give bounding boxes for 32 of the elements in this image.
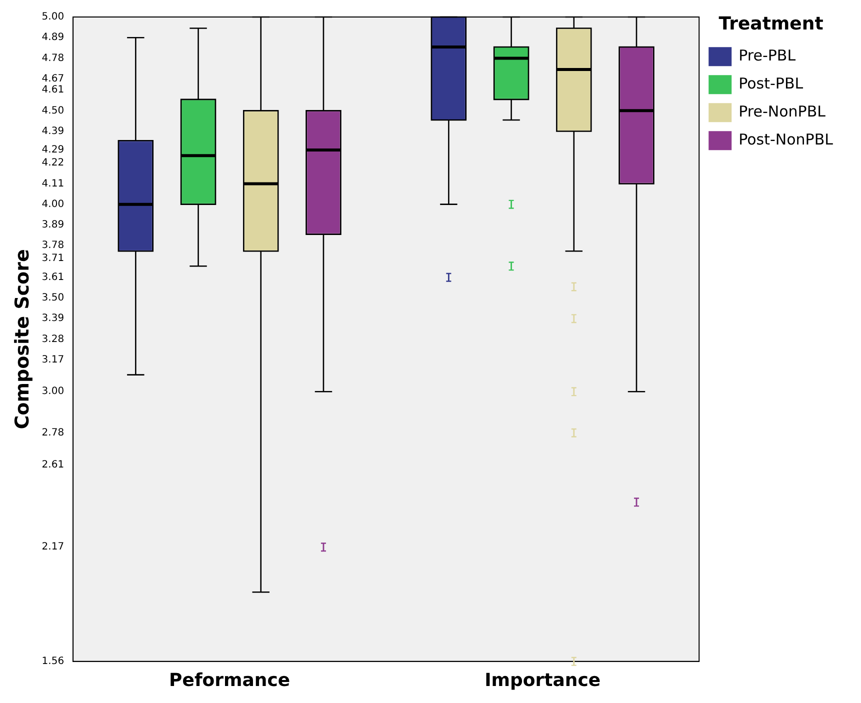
y-tick-label: 4.89 xyxy=(42,32,64,44)
y-tick-label: 4.61 xyxy=(42,84,64,96)
y-tick-label: 2.17 xyxy=(42,542,64,553)
y-tick-label: 4.29 xyxy=(42,144,64,156)
y-tick-label: 1.56 xyxy=(42,656,64,667)
x-tick-label: Peformance xyxy=(169,670,290,691)
y-axis-title: Composite Score xyxy=(11,249,34,430)
y-tick-label: 4.00 xyxy=(42,198,64,210)
y-tick-label: 3.39 xyxy=(42,313,64,324)
legend-title: Treatment xyxy=(718,14,824,35)
y-tick-label: 4.22 xyxy=(42,158,64,169)
y-tick-label: 4.39 xyxy=(42,126,64,137)
y-tick-label: 3.00 xyxy=(42,386,64,398)
y-tick-label: 2.61 xyxy=(42,459,64,470)
y-tick-label: 4.67 xyxy=(42,73,64,84)
y-tick-label: 4.78 xyxy=(42,52,64,64)
y-tick-label: 4.11 xyxy=(42,178,64,190)
y-tick-label: 3.61 xyxy=(42,272,64,283)
y-tick-label: 3.78 xyxy=(42,240,64,252)
y-tick-label: 3.50 xyxy=(42,292,64,304)
x-tick-label: Importance xyxy=(484,670,601,691)
y-tick-label: 3.28 xyxy=(42,334,64,345)
y-tick-label: 3.71 xyxy=(42,253,64,264)
y-tick-label: 3.17 xyxy=(42,354,64,366)
legend-label: Post-PBL xyxy=(738,74,804,92)
y-tick-label: 3.89 xyxy=(42,220,64,231)
y-tick-label: 2.78 xyxy=(42,427,64,438)
y-tick-label: 4.50 xyxy=(42,105,64,116)
legend-label: Pre-NonPBL xyxy=(738,102,826,120)
legend-label: Post-NonPBL xyxy=(738,130,834,148)
y-tick-label: 5.00 xyxy=(42,12,64,23)
legend-label: Pre-PBL xyxy=(738,46,796,64)
